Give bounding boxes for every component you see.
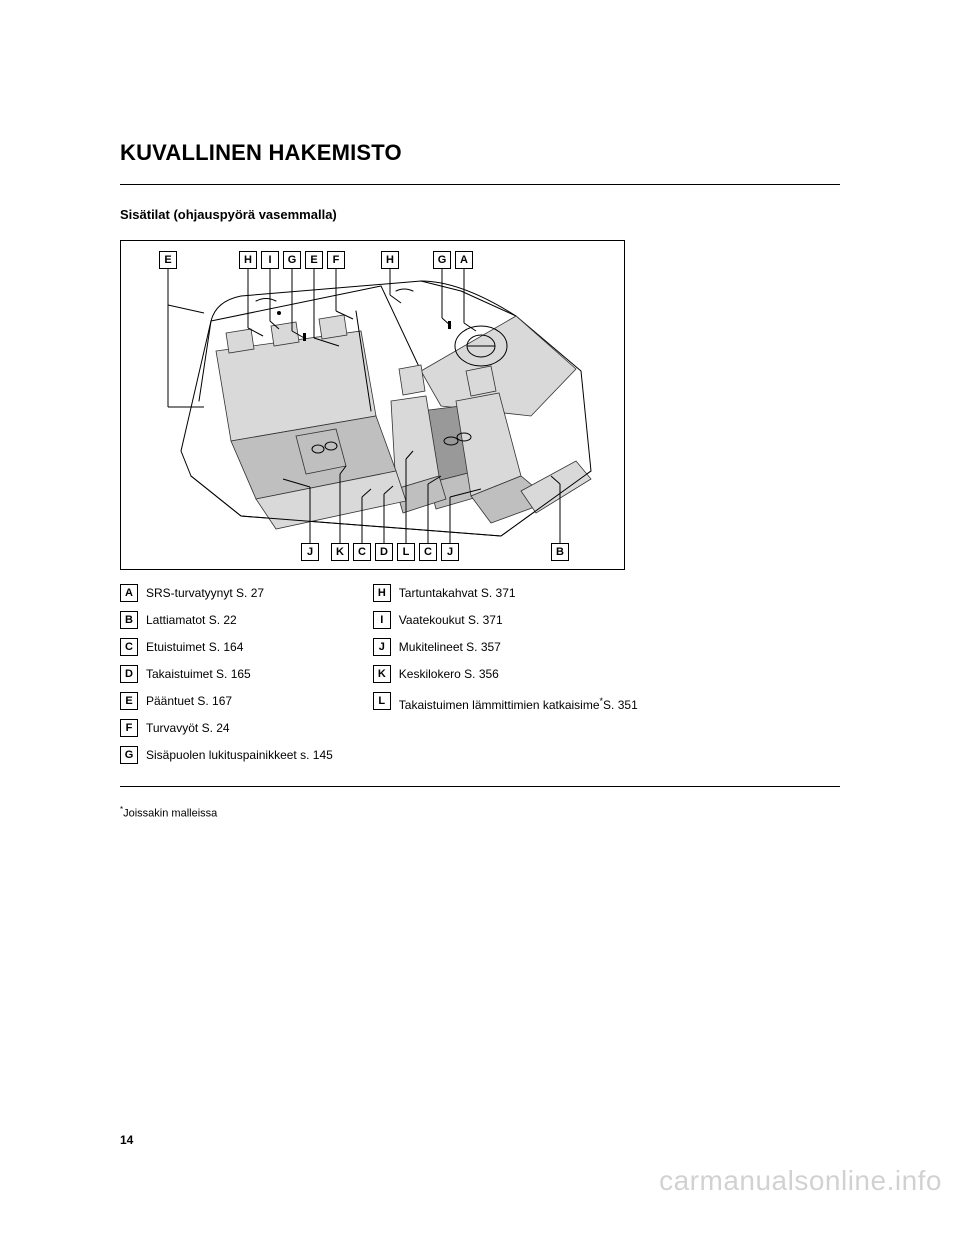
legend-item-b: B Lattiamatot S. 22: [120, 611, 333, 629]
legend-text: Takaistuimen lämmittimien katkaisime*S. …: [399, 692, 638, 714]
footnote: *Joissakin malleissa: [120, 805, 840, 820]
legend-text: Lattiamatot S. 22: [146, 611, 237, 629]
legend-item-i: I Vaatekoukut S. 371: [373, 611, 638, 629]
legend-item-a: A SRS-turvatyynyt S. 27: [120, 584, 333, 602]
legend-text: SRS-turvatyynyt S. 27: [146, 584, 264, 602]
legend-text: Etuistuimet S. 164: [146, 638, 243, 656]
page-number: 14: [120, 1133, 133, 1147]
title-rule: [120, 184, 840, 185]
callout-label-c: C: [353, 543, 371, 561]
callout-label-l: L: [397, 543, 415, 561]
callout-label-k: K: [331, 543, 349, 561]
legend-letter-g: G: [120, 746, 138, 764]
callout-label-e: E: [159, 251, 177, 269]
legend-text: Keskilokero S. 356: [399, 665, 499, 683]
legend-letter-b: B: [120, 611, 138, 629]
bottom-rule: [120, 786, 840, 787]
legend-text: Takaistuimet S. 165: [146, 665, 251, 683]
legend-item-g: G Sisäpuolen lukituspainikkeet s. 145: [120, 746, 333, 764]
legend-item-e: E Pääntuet S. 167: [120, 692, 333, 710]
legend-item-f: F Turvavyöt S. 24: [120, 719, 333, 737]
legend-item-d: D Takaistuimet S. 165: [120, 665, 333, 683]
legend-letter-f: F: [120, 719, 138, 737]
callout-label-i: I: [261, 251, 279, 269]
legend-letter-j: J: [373, 638, 391, 656]
legend-letter-l: L: [373, 692, 391, 710]
legend-text: Mukitelineet S. 357: [399, 638, 501, 656]
watermark: carmanualsonline.info: [659, 1165, 942, 1197]
section-subtitle: Sisätilat (ohjauspyörä vasemmalla): [120, 207, 840, 222]
callout-label-h: H: [239, 251, 257, 269]
legend-item-h: H Tartuntakahvat S. 371: [373, 584, 638, 602]
callout-label-j: J: [441, 543, 459, 561]
legend-text: Sisäpuolen lukituspainikkeet s. 145: [146, 746, 333, 764]
legend-text: Turvavyöt S. 24: [146, 719, 230, 737]
legend-left-column: A SRS-turvatyynyt S. 27 B Lattiamatot S. 22…: [120, 584, 333, 764]
legend-item-c: C Etuistuimet S. 164: [120, 638, 333, 656]
callout-label-h: H: [381, 251, 399, 269]
callout-label-g: G: [283, 251, 301, 269]
legend-text: Vaatekoukut S. 371: [399, 611, 503, 629]
callout-label-e: E: [305, 251, 323, 269]
callout-label-a: A: [455, 251, 473, 269]
legend-letter-c: C: [120, 638, 138, 656]
legend-letter-d: D: [120, 665, 138, 683]
legend-letter-k: K: [373, 665, 391, 683]
callout-label-d: D: [375, 543, 393, 561]
legend-item-j: J Mukitelineet S. 357: [373, 638, 638, 656]
legend-letter-h: H: [373, 584, 391, 602]
legend-letter-i: I: [373, 611, 391, 629]
legend: A SRS-turvatyynyt S. 27 B Lattiamatot S. 22…: [120, 584, 840, 764]
footnote-text: Joissakin malleissa: [123, 808, 217, 820]
legend-text: Tartuntakahvat S. 371: [399, 584, 516, 602]
legend-item-l: L Takaistuimen lämmittimien katkaisime*S.…: [373, 692, 638, 714]
car-interior-svg: [121, 241, 625, 570]
callout-label-c: C: [419, 543, 437, 561]
legend-right-column: H Tartuntakahvat S. 371 I Vaatekoukut S. 37…: [373, 584, 638, 764]
legend-letter-a: A: [120, 584, 138, 602]
callout-label-j: J: [301, 543, 319, 561]
callout-label-f: F: [327, 251, 345, 269]
callout-label-b: B: [551, 543, 569, 561]
callout-label-g: G: [433, 251, 451, 269]
legend-item-k: K Keskilokero S. 356: [373, 665, 638, 683]
legend-letter-e: E: [120, 692, 138, 710]
interior-diagram: EHIGEFHGA JKCDLCJB: [120, 240, 625, 570]
page-title: KUVALLINEN HAKEMISTO: [120, 140, 840, 166]
legend-text: Pääntuet S. 167: [146, 692, 232, 710]
